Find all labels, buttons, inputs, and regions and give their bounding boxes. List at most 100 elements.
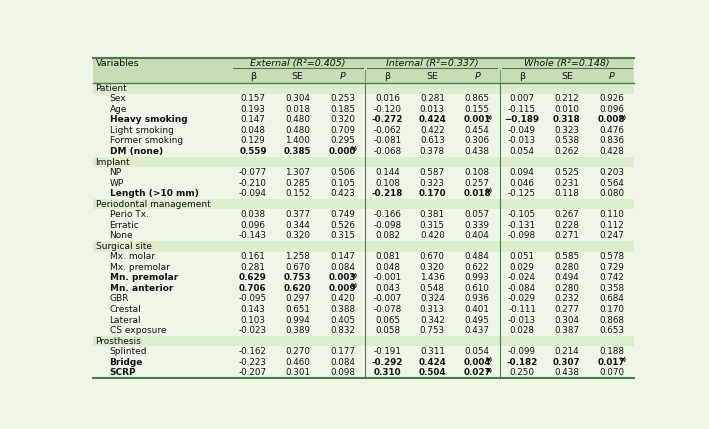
Text: 0.271: 0.271 [554, 231, 579, 240]
Text: -0.162: -0.162 [239, 347, 267, 356]
Text: β: β [384, 72, 391, 81]
Text: 0.170: 0.170 [599, 305, 625, 314]
Text: 0.297: 0.297 [285, 294, 310, 303]
Text: 0.504: 0.504 [418, 368, 446, 377]
Text: 1.400: 1.400 [285, 136, 310, 145]
Text: 0.016: 0.016 [375, 94, 400, 103]
Text: Implant: Implant [96, 157, 130, 166]
Text: -0.062: -0.062 [374, 126, 401, 135]
Text: WP: WP [110, 178, 124, 187]
Text: 0.046: 0.046 [510, 178, 535, 187]
Text: 0.188: 0.188 [599, 347, 625, 356]
Text: 0.709: 0.709 [330, 126, 355, 135]
Bar [92, 367, 635, 378]
Text: Erratic: Erratic [110, 221, 139, 230]
Bar [92, 346, 635, 357]
Text: -0.292: -0.292 [372, 358, 403, 367]
Text: 0.018: 0.018 [285, 105, 311, 114]
Text: -0.013: -0.013 [508, 316, 536, 324]
Bar [92, 283, 635, 294]
Text: 0.564: 0.564 [599, 178, 624, 187]
Text: 0.003: 0.003 [329, 273, 357, 282]
Text: 0.147: 0.147 [240, 115, 265, 124]
Text: Heavy smoking: Heavy smoking [110, 115, 187, 124]
Text: 0.378: 0.378 [420, 147, 445, 156]
Text: 0.742: 0.742 [599, 273, 624, 282]
Bar [92, 209, 635, 220]
Text: P: P [609, 72, 615, 81]
Text: b): b) [620, 115, 627, 120]
Text: SE: SE [426, 72, 438, 81]
Text: 0.422: 0.422 [420, 126, 445, 135]
Text: -0.099: -0.099 [508, 347, 536, 356]
Text: 0.013: 0.013 [420, 105, 445, 114]
Text: 0.926: 0.926 [599, 94, 624, 103]
Text: CS exposure: CS exposure [110, 326, 166, 335]
Text: Former smoking: Former smoking [110, 136, 183, 145]
Text: Mx. molar: Mx. molar [110, 252, 155, 261]
Text: -0.068: -0.068 [374, 147, 401, 156]
Text: 0.344: 0.344 [285, 221, 310, 230]
Text: NP: NP [110, 168, 122, 177]
Text: 0.484: 0.484 [465, 252, 490, 261]
Text: -0.023: -0.023 [239, 326, 267, 335]
Text: 0.320: 0.320 [330, 115, 355, 124]
Text: -0.081: -0.081 [374, 136, 401, 145]
Text: -0.078: -0.078 [374, 305, 401, 314]
Text: 0.281: 0.281 [420, 94, 445, 103]
Text: 0.094: 0.094 [510, 168, 535, 177]
Text: 1.258: 1.258 [285, 252, 310, 261]
Text: 0.144: 0.144 [375, 168, 400, 177]
Text: -0.007: -0.007 [374, 294, 401, 303]
Text: 0.017: 0.017 [598, 358, 625, 367]
Text: Bridge: Bridge [110, 358, 143, 367]
Bar [92, 115, 635, 125]
Text: 0.836: 0.836 [599, 136, 625, 145]
Text: 0.424: 0.424 [418, 115, 446, 124]
Text: SE: SE [561, 72, 573, 81]
Text: 0.865: 0.865 [464, 94, 490, 103]
Bar [92, 273, 635, 283]
Text: -0.182: -0.182 [506, 358, 537, 367]
Bar [92, 251, 635, 262]
Text: 0.729: 0.729 [599, 263, 624, 272]
Text: 0.231: 0.231 [554, 178, 579, 187]
Text: -0.024: -0.024 [508, 273, 536, 282]
Text: Lateral: Lateral [110, 316, 141, 324]
Text: 0.495: 0.495 [465, 316, 490, 324]
Text: 0.152: 0.152 [285, 189, 310, 198]
Text: 0.250: 0.250 [510, 368, 535, 377]
Text: β: β [519, 72, 525, 81]
Text: -0.272: -0.272 [372, 115, 403, 124]
Text: 0.753: 0.753 [284, 273, 311, 282]
Text: 0.494: 0.494 [554, 273, 579, 282]
Text: 0.103: 0.103 [240, 316, 265, 324]
Text: 0.007: 0.007 [510, 94, 535, 103]
Text: 0.401: 0.401 [465, 305, 490, 314]
Bar [92, 262, 635, 273]
Text: Mn. premolar: Mn. premolar [110, 273, 178, 282]
Text: 0.098: 0.098 [330, 368, 355, 377]
Text: 0.228: 0.228 [554, 221, 579, 230]
Text: 0.048: 0.048 [240, 126, 265, 135]
Text: 0.358: 0.358 [599, 284, 625, 293]
Text: 0.420: 0.420 [420, 231, 445, 240]
Text: 0.157: 0.157 [240, 94, 265, 103]
Bar [92, 157, 635, 167]
Text: 0.994: 0.994 [285, 316, 310, 324]
Text: 0.212: 0.212 [554, 94, 579, 103]
Text: 0.651: 0.651 [285, 305, 310, 314]
Text: 0.311: 0.311 [420, 347, 445, 356]
Text: 0.143: 0.143 [240, 305, 265, 314]
Text: Crestal: Crestal [110, 305, 141, 314]
Text: 0.185: 0.185 [330, 105, 355, 114]
Text: 0.387: 0.387 [554, 326, 579, 335]
Text: 0.476: 0.476 [599, 126, 624, 135]
Text: 0.526: 0.526 [330, 221, 355, 230]
Text: 0.301: 0.301 [285, 368, 311, 377]
Text: 0.381: 0.381 [420, 210, 445, 219]
Text: -0.098: -0.098 [374, 221, 401, 230]
Text: 0.112: 0.112 [599, 221, 624, 230]
Text: 0.587: 0.587 [420, 168, 445, 177]
Text: 1.436: 1.436 [420, 273, 445, 282]
